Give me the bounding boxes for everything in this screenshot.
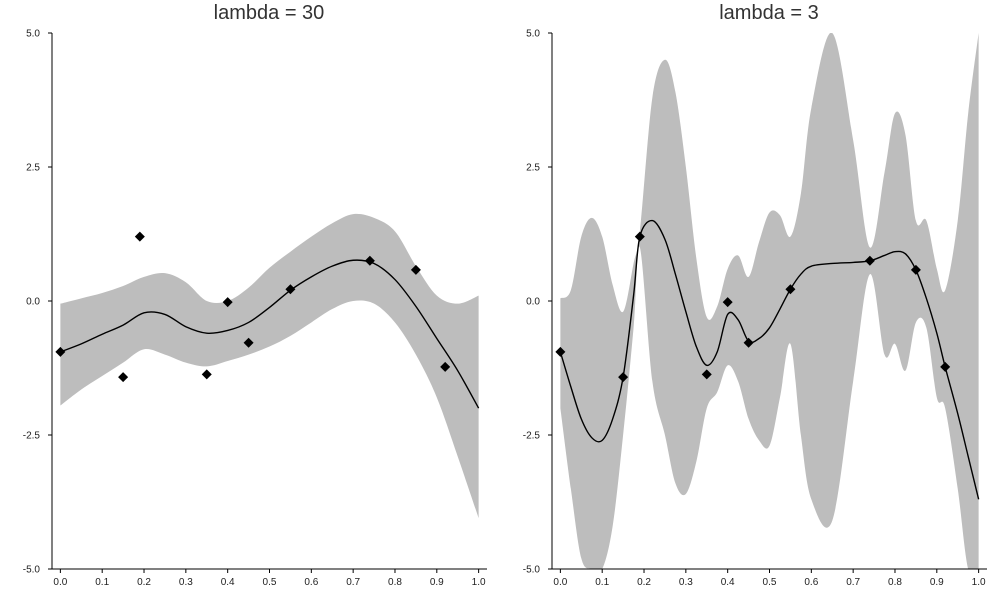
x-tick-label: 0.2 xyxy=(137,577,151,588)
mean-line xyxy=(60,259,480,409)
x-tick-label: 0.8 xyxy=(888,577,902,588)
data-point xyxy=(243,337,254,348)
data-point xyxy=(201,369,212,380)
data-point xyxy=(618,372,629,383)
x-tick-label: 0.9 xyxy=(930,577,944,588)
x-tick-label: 0.1 xyxy=(595,577,609,588)
x-tick-label: 0.4 xyxy=(721,577,735,588)
x-tick-label: 0.8 xyxy=(388,577,402,588)
data-point xyxy=(864,255,875,266)
data-point xyxy=(785,284,796,295)
panel-lambda-30: lambda = 30 -5.0 -2.5 0.0 2.5 5.0 0.0 0.1 0.2 0.3… xyxy=(23,2,487,588)
data-point xyxy=(743,337,754,348)
x-tick-label: 0.1 xyxy=(95,577,109,588)
x-tick-label: 0.7 xyxy=(846,577,860,588)
chart-title: lambda = 3 xyxy=(719,2,819,24)
y-tick-label: 5.0 xyxy=(26,29,40,40)
data-point xyxy=(440,361,451,372)
y-tick-label: 2.5 xyxy=(26,163,40,174)
data-point xyxy=(634,231,645,242)
data-point xyxy=(722,297,733,308)
chart-title: lambda = 30 xyxy=(214,2,325,24)
x-tick-label: 0.5 xyxy=(263,577,277,588)
y-tick-label: 5.0 xyxy=(526,29,540,40)
data-point xyxy=(118,372,129,383)
y-tick-label: 0.0 xyxy=(526,297,540,308)
x-tick-label: 0.4 xyxy=(221,577,235,588)
x-tick-label: 0.0 xyxy=(553,577,567,588)
y-tick-label: -2.5 xyxy=(523,431,541,442)
x-tick-label: 0.3 xyxy=(679,577,693,588)
x-tick-label: 0.9 xyxy=(430,577,444,588)
confidence-band xyxy=(60,213,479,519)
x-tick-label: 1.0 xyxy=(472,577,486,588)
x-tick-label: 0.7 xyxy=(346,577,360,588)
data-point xyxy=(364,255,375,266)
data-point xyxy=(701,369,712,380)
data-point xyxy=(410,264,421,275)
x-tick-label: 0.3 xyxy=(179,577,193,588)
data-point xyxy=(134,231,145,242)
panel-lambda-3: lambda = 3 -5.0 -2.5 0.0 2.5 5.0 0.0 0.1 0.2 0.3 0… xyxy=(523,2,987,588)
y-tick-label: -2.5 xyxy=(23,431,41,442)
y-tick-label: 2.5 xyxy=(526,163,540,174)
y-tick-label: -5.0 xyxy=(23,565,41,576)
confidence-band xyxy=(560,33,979,569)
data-point xyxy=(940,361,951,372)
data-point xyxy=(55,346,66,357)
y-tick-label: -5.0 xyxy=(523,565,541,576)
data-point xyxy=(910,264,921,275)
x-tick-label: 0.6 xyxy=(804,577,818,588)
x-tick-label: 1.0 xyxy=(972,577,986,588)
x-tick-label: 0.5 xyxy=(763,577,777,588)
x-tick-label: 0.0 xyxy=(53,577,67,588)
x-tick-label: 0.6 xyxy=(304,577,318,588)
y-tick-label: 0.0 xyxy=(26,297,40,308)
x-tick-label: 0.2 xyxy=(637,577,651,588)
data-point xyxy=(285,284,296,295)
data-point xyxy=(555,346,566,357)
data-point xyxy=(222,297,233,308)
